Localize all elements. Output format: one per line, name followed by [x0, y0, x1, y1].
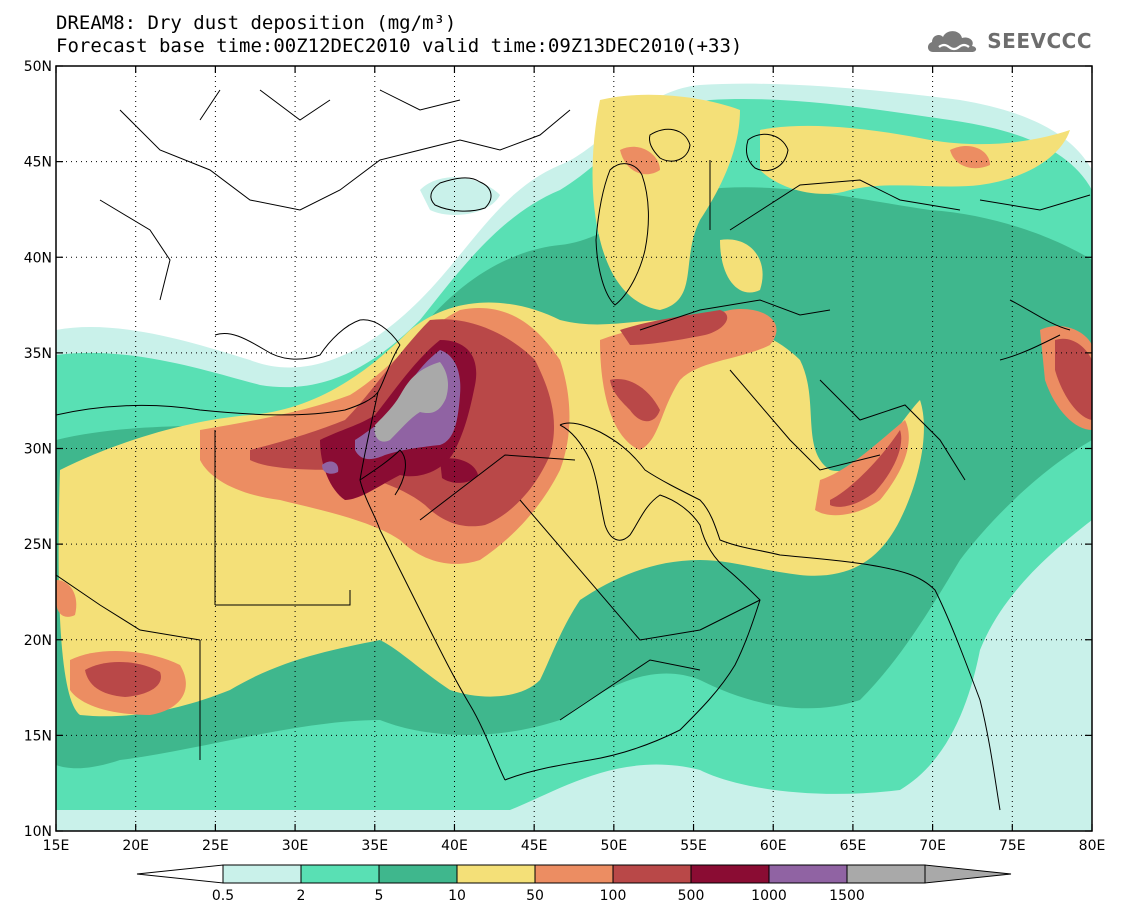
- deposition-level-1500: [374, 362, 448, 442]
- colorbar-swatch: [768, 864, 848, 884]
- colorbar-low-extension: [136, 864, 224, 884]
- latitude-axis: 10N 15N 20N 25N 30N 35N 40N 45N 50N: [24, 59, 1092, 840]
- colorbar-swatch: [846, 864, 926, 884]
- colorbar-label: 10: [448, 888, 466, 904]
- coastlines-and-borders: [56, 89, 1091, 811]
- x-tick-label: 15E: [43, 838, 70, 854]
- colorbar-swatch: [378, 864, 458, 884]
- y-tick-label: 10N: [24, 824, 52, 840]
- x-tick-label: 20E: [122, 838, 149, 854]
- colorbar-label: 1000: [751, 888, 787, 904]
- colorbar-label: 500: [678, 888, 705, 904]
- colorbar-swatch: [222, 864, 302, 884]
- cloud-logo-icon: [928, 31, 977, 52]
- colorbar-legend: 0.5 2 5 10 50 100 500 1000 1500: [136, 864, 1012, 904]
- forecast-time-subtitle: Forecast base time:00Z12DEC2010 valid ti…: [56, 35, 743, 57]
- map-title: DREAM8: Dry dust deposition (mg/m³): [56, 12, 457, 34]
- y-tick-label: 35N: [24, 346, 52, 362]
- colorbar-label: 100: [600, 888, 627, 904]
- x-tick-label: 30E: [282, 838, 309, 854]
- y-tick-label: 40N: [24, 250, 52, 266]
- x-tick-label: 25E: [202, 838, 229, 854]
- map-canvas: [56, 66, 1092, 831]
- x-tick-label: 55E: [680, 838, 707, 854]
- colorbar-label: 5: [375, 888, 384, 904]
- colorbar-swatch: [456, 864, 536, 884]
- longitude-axis: 15E 20E 25E 30E 35E 40E 45E 50E 55E 60E 65E 70E 75E 8…: [43, 66, 1106, 854]
- x-tick-label: 70E: [919, 838, 946, 854]
- x-tick-label: 35E: [361, 838, 388, 854]
- y-tick-label: 20N: [24, 633, 52, 649]
- y-tick-label: 25N: [24, 537, 52, 553]
- colorbar-swatch: [612, 864, 692, 884]
- y-tick-label: 45N: [24, 155, 52, 171]
- x-tick-label: 45E: [521, 838, 548, 854]
- x-tick-label: 80E: [1079, 838, 1106, 854]
- brand-name: SEEVCCC: [987, 29, 1092, 53]
- colorbar-label: 0.5: [212, 888, 234, 904]
- colorbar-swatch: [300, 864, 380, 884]
- x-tick-label: 40E: [441, 838, 468, 854]
- y-tick-label: 30N: [24, 442, 52, 458]
- y-tick-label: 50N: [24, 59, 52, 75]
- y-tick-label: 15N: [24, 728, 52, 744]
- x-tick-label: 75E: [999, 838, 1026, 854]
- colorbar-high-extension: [924, 864, 1012, 884]
- colorbar-label: 1500: [829, 888, 865, 904]
- x-tick-label: 60E: [760, 838, 787, 854]
- x-tick-label: 50E: [601, 838, 628, 854]
- brand-logo: SEEVCCC: [925, 26, 1092, 56]
- colorbar-label: 2: [297, 888, 306, 904]
- colorbar-swatch: [690, 864, 770, 884]
- x-tick-label: 65E: [840, 838, 867, 854]
- colorbar-swatch: [534, 864, 614, 884]
- colorbar-label: 50: [526, 888, 544, 904]
